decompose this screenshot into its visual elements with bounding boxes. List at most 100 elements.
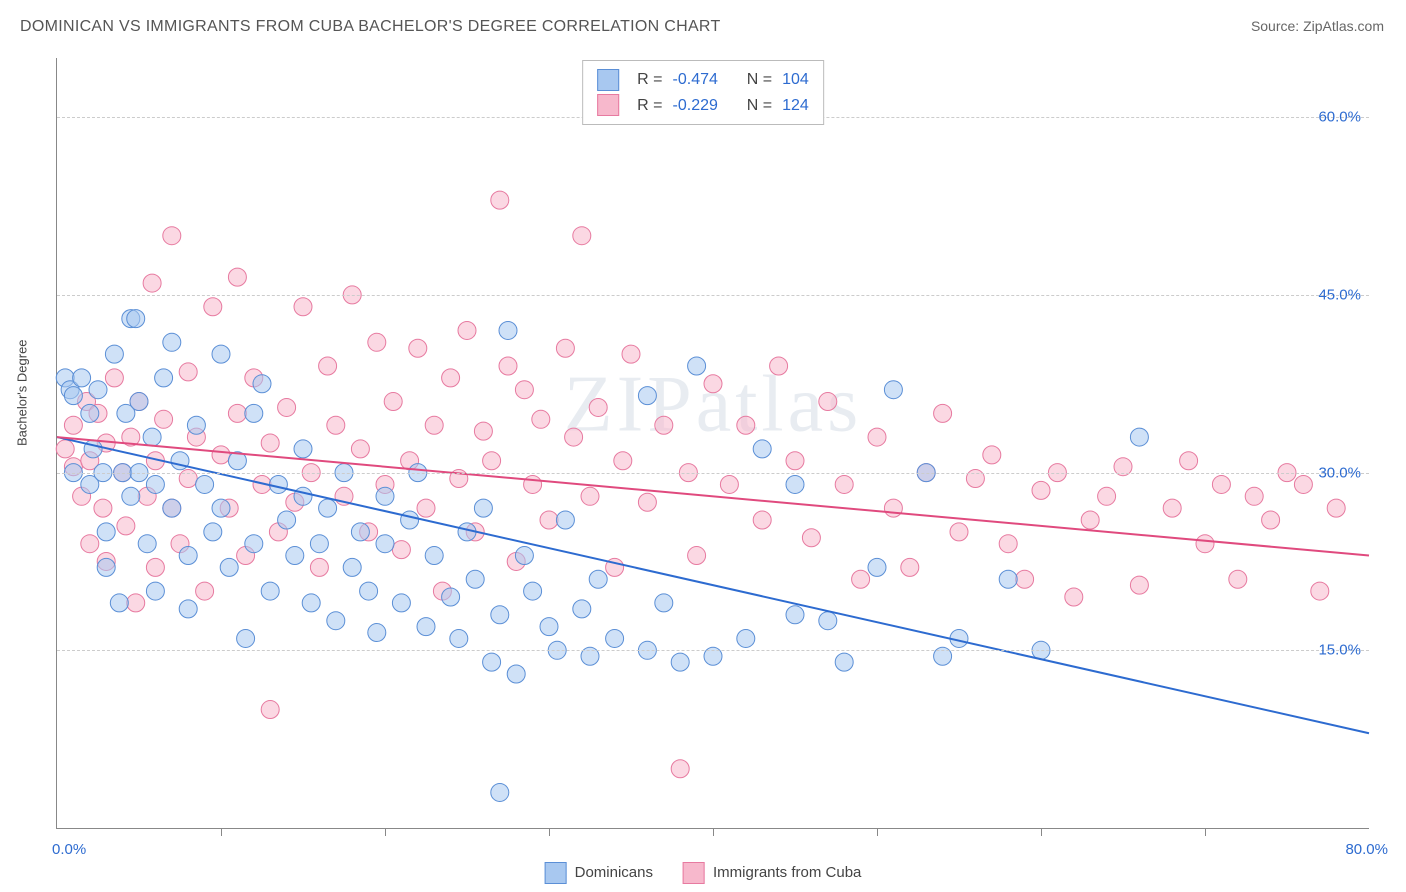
data-point [852,570,870,588]
data-point [130,393,148,411]
y-tick-label: 30.0% [1318,464,1361,481]
data-point [999,570,1017,588]
x-tick [713,828,714,836]
n-value: 124 [782,93,809,119]
data-point [384,393,402,411]
data-point [204,523,222,541]
data-point [540,511,558,529]
data-point [179,363,197,381]
data-point [351,440,369,458]
data-point [294,440,312,458]
data-point [884,499,902,517]
data-point [163,333,181,351]
data-point [122,487,140,505]
data-point [143,428,161,446]
data-point [655,594,673,612]
data-point [127,594,145,612]
data-point [491,783,509,801]
data-point [819,393,837,411]
data-point [89,381,107,399]
data-point [179,547,197,565]
data-point [179,600,197,618]
data-point [1245,487,1263,505]
data-point [392,594,410,612]
chart-title: DOMINICAN VS IMMIGRANTS FROM CUBA BACHEL… [20,18,721,36]
data-point [688,547,706,565]
data-point [524,582,542,600]
scatter-svg [57,58,1369,828]
r-value: -0.474 [673,67,718,93]
data-point [351,523,369,541]
legend-item-cuba: Immigrants from Cuba [683,862,861,884]
data-point [884,381,902,399]
stats-legend-box: R = -0.474 N = 104 R = -0.229 N = 124 [582,60,824,125]
x-tick [549,828,550,836]
data-point [770,357,788,375]
data-point [196,582,214,600]
data-point [802,529,820,547]
data-point [294,487,312,505]
stats-row: R = -0.474 N = 104 [597,67,809,93]
data-point [253,375,271,393]
data-point [515,547,533,565]
data-point [515,381,533,399]
data-point [1327,499,1345,517]
data-point [1032,481,1050,499]
data-point [220,558,238,576]
legend-label: Dominicans [575,864,653,881]
data-point [491,606,509,624]
data-point [466,570,484,588]
data-point [105,345,123,363]
data-point [417,499,435,517]
data-point [474,422,492,440]
data-point [524,475,542,493]
data-point [97,523,115,541]
n-label: N = [747,93,772,119]
grid-line [57,650,1369,651]
r-label: R = [637,93,662,119]
data-point [245,404,263,422]
data-point [127,310,145,328]
data-point [507,665,525,683]
x-tick [385,828,386,836]
data-point [376,487,394,505]
data-point [835,653,853,671]
data-point [573,227,591,245]
data-point [450,629,468,647]
data-point [1229,570,1247,588]
data-point [261,434,279,452]
data-point [105,369,123,387]
y-tick-label: 60.0% [1318,109,1361,126]
x-tick [1041,828,1042,836]
data-point [638,387,656,405]
data-point [310,535,328,553]
data-point [155,369,173,387]
data-point [56,440,74,458]
data-point [1294,475,1312,493]
data-point [474,499,492,517]
data-point [556,339,574,357]
data-point [360,582,378,600]
data-point [146,558,164,576]
data-point [581,487,599,505]
data-point [425,416,443,434]
data-point [671,653,689,671]
data-point [204,298,222,316]
data-point [786,452,804,470]
data-point [786,475,804,493]
data-point [376,535,394,553]
data-point [155,410,173,428]
square-icon [597,69,619,91]
data-point [499,357,517,375]
data-point [1130,576,1148,594]
data-point [302,594,320,612]
x-tick [877,828,878,836]
x-axis-origin-label: 0.0% [52,841,86,858]
data-point [1098,487,1116,505]
data-point [589,570,607,588]
data-point [228,404,246,422]
data-point [1311,582,1329,600]
square-icon [545,862,567,884]
grid-line [57,295,1369,296]
data-point [704,375,722,393]
